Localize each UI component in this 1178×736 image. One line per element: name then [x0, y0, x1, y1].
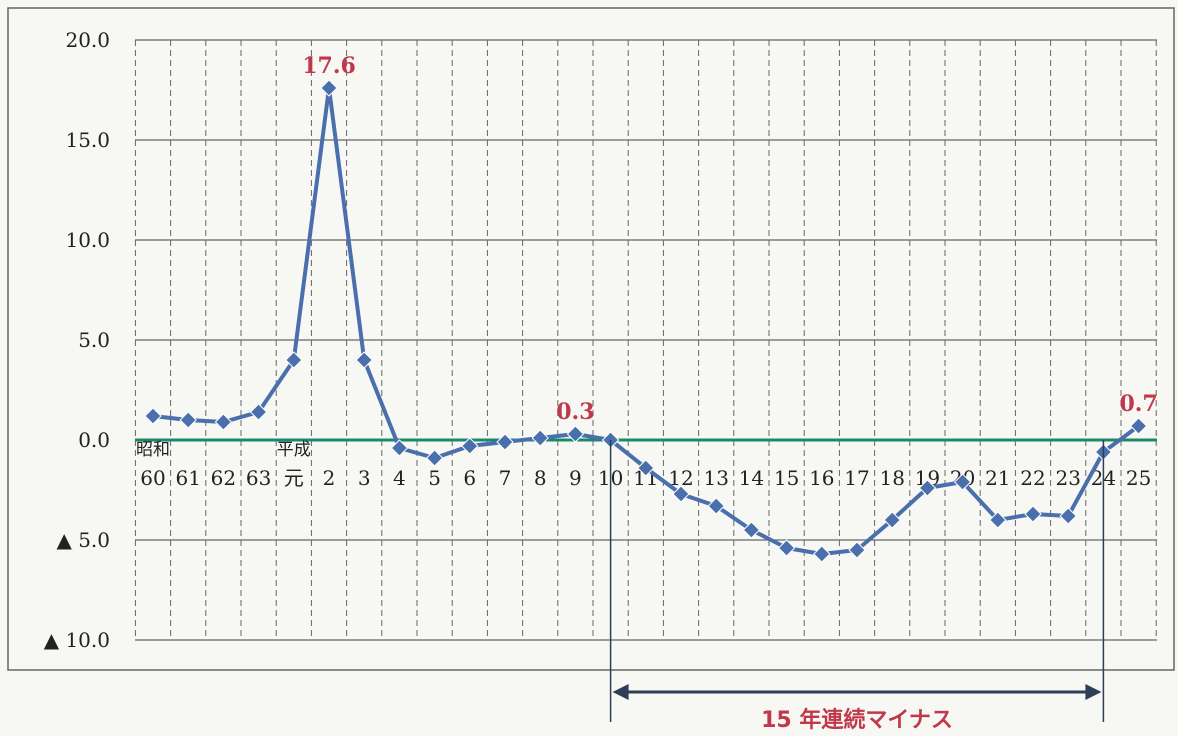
y-tick-label: ▲ 5.0 — [56, 528, 110, 552]
bracket-arrowhead-left — [612, 684, 629, 700]
data-point — [672, 485, 690, 503]
data-point — [1129, 417, 1148, 435]
bracket: 15 年連続マイナス — [609, 440, 1105, 733]
grid — [134, 39, 1157, 641]
x-tick-label: 8 — [534, 466, 547, 490]
x-tick-label: 17 — [844, 466, 869, 490]
data-point — [918, 479, 937, 497]
y-tick-label: 5.0 — [78, 328, 110, 352]
annotations: 17.6 0.3 0.7 — [302, 53, 1158, 425]
data-point — [390, 439, 409, 457]
x-tick-label: 14 — [739, 466, 764, 490]
data-point — [496, 433, 514, 451]
y-tick-label: 20.0 — [65, 28, 110, 52]
data-point — [566, 425, 585, 443]
plot-frame — [7, 7, 1175, 671]
data-point — [953, 473, 972, 491]
data-point — [707, 497, 725, 515]
x-tick-label: 23 — [1055, 466, 1080, 490]
x-tick-label: 5 — [428, 466, 441, 490]
y-axis: 20.0 15.0 10.0 5.0 0.0 ▲ 5.0 ▲ 10.0 — [44, 28, 110, 652]
data-point — [1059, 507, 1077, 525]
data-point — [355, 351, 373, 369]
era-label: 昭和 — [136, 440, 170, 460]
data-point — [531, 429, 549, 447]
x-tick-label: 16 — [809, 466, 834, 490]
y-tick-label: ▲ 10.0 — [44, 628, 110, 652]
x-tick-label: 61 — [175, 466, 200, 490]
data-point — [1024, 505, 1042, 523]
data-point — [637, 459, 655, 477]
x-tick-label: 6 — [463, 466, 476, 490]
x-tick-label: 21 — [985, 466, 1010, 490]
x-tick-label: 25 — [1126, 466, 1151, 490]
x-tick-label: 63 — [246, 466, 271, 490]
data-point — [742, 521, 761, 539]
data-point — [179, 411, 197, 429]
data-point — [883, 511, 901, 529]
x-tick-label: 4 — [393, 466, 406, 490]
x-tick-label: 2 — [323, 466, 336, 490]
x-tick-label: 9 — [569, 466, 582, 490]
value-callout: 17.6 — [302, 53, 356, 79]
y-tick-label: 0.0 — [78, 428, 110, 452]
x-tick-label: 60 — [140, 466, 165, 490]
x-tick-label: 13 — [703, 466, 728, 490]
x-tick-label: 3 — [358, 466, 371, 490]
data-point — [285, 351, 303, 369]
data-point — [989, 511, 1007, 529]
x-tick-label: 元 — [284, 466, 304, 490]
x-tick-label: 7 — [499, 466, 512, 490]
value-callout: 0.3 — [556, 399, 594, 425]
x-tick-label: 62 — [211, 466, 236, 490]
x-tick-label: 22 — [1020, 466, 1045, 490]
data-point — [214, 413, 233, 431]
data-point — [848, 541, 866, 559]
x-axis: 60616263元2345678910111213141516171819202… — [136, 440, 1151, 490]
data-point — [144, 407, 162, 425]
bracket-label: 15 年連続マイナス — [761, 707, 953, 733]
value-callout: 0.7 — [1119, 391, 1157, 417]
data-point — [425, 449, 444, 467]
data-point — [249, 403, 268, 421]
bracket-arrowhead-right — [1085, 684, 1102, 700]
data-point — [777, 539, 796, 557]
data-point — [320, 79, 338, 97]
series-line — [144, 79, 1148, 563]
y-tick-label: 15.0 — [65, 128, 110, 152]
x-tick-label: 15 — [774, 466, 799, 490]
data-point — [461, 437, 479, 455]
era-label: 平成 — [277, 440, 311, 460]
data-point — [813, 545, 831, 563]
y-tick-label: 10.0 — [65, 228, 110, 252]
x-tick-label: 18 — [879, 466, 904, 490]
